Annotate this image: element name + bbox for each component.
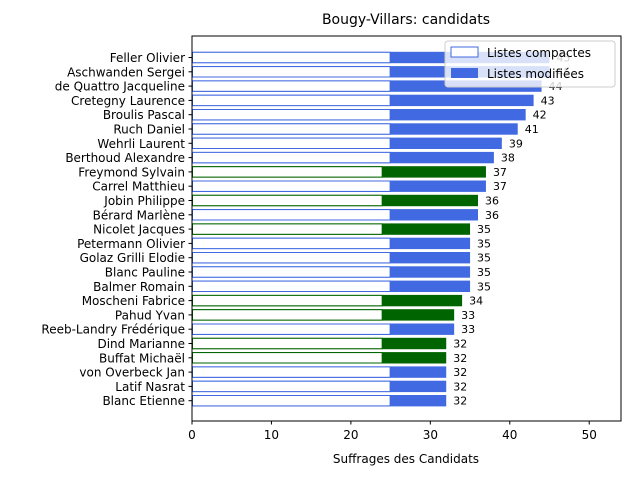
x-axis-label: Suffrages des Candidats [333, 452, 479, 466]
data-label: 32 [453, 380, 467, 393]
legend-swatch-compact [450, 46, 479, 58]
data-label: 38 [501, 152, 515, 165]
bar-compact [192, 337, 383, 350]
bar-compact [192, 66, 391, 78]
bar-compact [192, 395, 391, 407]
category-label: Latif Nasrat [115, 380, 185, 394]
bar-compact [192, 266, 391, 278]
category-label: Petermann Olivier [77, 237, 185, 251]
bar-compact [192, 151, 391, 164]
bar-compact [192, 94, 391, 107]
bar-compact [192, 252, 391, 264]
category-label: Wehrli Laurent [97, 137, 185, 151]
chart-title: Bougy-Villars: candidats [322, 12, 490, 28]
bar-compact [192, 194, 383, 207]
bar-compact [192, 323, 391, 335]
data-label: 43 [541, 94, 555, 107]
legend-frame [444, 40, 616, 88]
category-label: von Overbeck Jan [79, 366, 185, 380]
bar-compact [192, 237, 391, 250]
x-axis: 0 10 20 30 40 50 [188, 421, 597, 442]
category-label: Golaz Grilli Elodie [80, 251, 185, 265]
bar-compact [192, 309, 383, 321]
x-tick-label: 10 [264, 428, 279, 442]
x-tick-label: 0 [188, 428, 196, 442]
category-label: Nicolet Jacques [93, 223, 185, 237]
bar-compact [192, 166, 383, 178]
bar-compact [192, 180, 391, 192]
category-label: Blanc Etienne [102, 394, 185, 408]
category-label: Ruch Daniel [113, 123, 185, 137]
legend-label-compact: Listes compactes [487, 46, 591, 60]
category-label: Freymond Sylvain [78, 165, 185, 179]
category-label: Carrel Matthieu [92, 180, 185, 194]
bar-compact [192, 294, 383, 307]
x-tick-label: 20 [343, 428, 358, 442]
category-label: Broulis Pascal [103, 108, 185, 122]
category-label: Bérard Marlène [93, 208, 185, 222]
x-tick-label: 40 [502, 428, 517, 442]
data-label: 41 [525, 123, 539, 136]
data-label: 32 [453, 395, 467, 408]
data-label: 32 [453, 338, 467, 351]
category-label: Balmer Romain [93, 280, 185, 294]
plot-frame [191, 35, 622, 422]
bar-compact [192, 123, 391, 135]
bar-compact [192, 209, 391, 221]
plot-area: 45Feller Olivier45Aschwanden Sergei44de … [41, 51, 570, 408]
bar-compact [192, 223, 383, 235]
data-label: 32 [453, 366, 467, 379]
category-label: Pahud Yvan [115, 308, 185, 322]
data-label: 36 [485, 209, 499, 222]
category-label: Moscheni Fabrice [82, 294, 185, 308]
bar-compact [192, 51, 391, 64]
category-label: de Quattro Jacqueline [55, 80, 185, 94]
data-label: 35 [477, 266, 491, 279]
data-label: 37 [493, 180, 507, 193]
data-label: 36 [485, 195, 499, 208]
bar-compact [192, 80, 391, 92]
bar-compact [192, 280, 391, 293]
data-label: 42 [533, 109, 547, 122]
data-label: 39 [509, 137, 523, 150]
data-label: 35 [477, 280, 491, 293]
data-label: 33 [461, 309, 475, 322]
category-label: Buffat Michaël [99, 351, 185, 365]
legend-swatch-modified [451, 68, 478, 78]
category-label: Berthoud Alexandre [65, 151, 185, 165]
category-label: Cretegny Laurence [71, 94, 185, 108]
data-label: 33 [461, 323, 475, 336]
category-label: Dind Marianne [97, 337, 185, 351]
category-label: Aschwanden Sergei [67, 65, 185, 79]
bar-compact [192, 109, 391, 121]
category-label: Blanc Pauline [105, 266, 185, 280]
data-label: 35 [477, 237, 491, 250]
data-label: 32 [453, 352, 467, 365]
category-label: Feller Olivier [110, 51, 185, 65]
bar-compact [192, 366, 391, 378]
data-label: 35 [477, 252, 491, 265]
x-tick-label: 50 [582, 428, 597, 442]
category-label: Jobin Philippe [103, 194, 185, 208]
data-label: 34 [469, 295, 483, 308]
legend: Listes compactes Listes modifiées [444, 40, 616, 88]
category-label: Reeb-Landry Frédérique [41, 323, 185, 337]
legend-label-modified: Listes modifiées [487, 67, 584, 81]
x-tick-label: 30 [423, 428, 438, 442]
data-label: 35 [477, 223, 491, 236]
bar-compact [192, 352, 383, 364]
bar-compact [192, 137, 391, 150]
data-label: 37 [493, 166, 507, 179]
bar-compact [192, 380, 391, 393]
